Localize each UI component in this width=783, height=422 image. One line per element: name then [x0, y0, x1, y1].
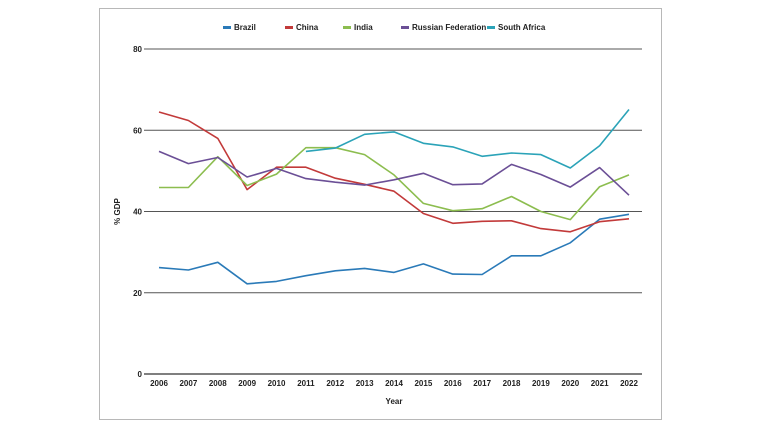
legend-swatch-south-africa — [487, 26, 495, 29]
legend-swatch-brazil — [223, 26, 231, 29]
x-tick-label: 2010 — [268, 379, 286, 388]
legend-label-brazil: Brazil — [234, 23, 256, 32]
x-tick-label: 2007 — [179, 379, 197, 388]
y-tick-label: 0 — [138, 370, 143, 379]
x-tick-label: 2014 — [385, 379, 403, 388]
x-tick-label: 2008 — [209, 379, 227, 388]
tick-labels: 0 20 40 60 80 2006 2007 2008 2009 2010 2011 2012 201… — [133, 45, 638, 388]
grid — [144, 48, 642, 375]
x-tick-label: 2017 — [473, 379, 491, 388]
series-line-south-africa — [305, 108, 630, 169]
y-tick-label: 80 — [133, 45, 142, 54]
series-line-brazil — [158, 213, 630, 285]
line-chart: Brazil China India Russian Federation South … — [113, 23, 642, 406]
x-tick-label: 2012 — [326, 379, 344, 388]
y-tick-label: 60 — [133, 126, 142, 135]
legend-swatch-russian-federation — [401, 26, 409, 29]
series-line-india — [159, 146, 630, 221]
x-tick-label: 2013 — [356, 379, 374, 388]
y-tick-label: 20 — [133, 289, 142, 298]
x-tick-label: 2020 — [561, 379, 579, 388]
x-tick-label: 2009 — [238, 379, 256, 388]
series-lines — [158, 108, 630, 285]
x-tick-label: 2021 — [591, 379, 609, 388]
series-line-russian-federation — [158, 150, 630, 196]
y-tick-label: 40 — [133, 208, 142, 217]
x-tick-label: 2016 — [444, 379, 462, 388]
series-line-china — [158, 111, 630, 233]
x-axis-label: Year — [386, 397, 403, 406]
legend-label-south-africa: South Africa — [498, 23, 546, 32]
legend-label-russian-federation: Russian Federation — [412, 23, 486, 32]
x-tick-label: 2018 — [503, 379, 521, 388]
legend-swatch-china — [285, 26, 293, 29]
legend: Brazil China India Russian Federation South … — [223, 23, 546, 32]
y-axis-label: % GDP — [113, 198, 122, 225]
x-tick-label: 2011 — [297, 379, 315, 388]
legend-label-india: India — [354, 23, 373, 32]
x-tick-label: 2019 — [532, 379, 550, 388]
legend-swatch-india — [343, 26, 351, 29]
x-tick-label: 2006 — [150, 379, 168, 388]
x-tick-label: 2022 — [620, 379, 638, 388]
x-tick-label: 2015 — [414, 379, 432, 388]
legend-label-china: China — [296, 23, 319, 32]
chart-frame: Brazil China India Russian Federation South … — [99, 8, 662, 420]
